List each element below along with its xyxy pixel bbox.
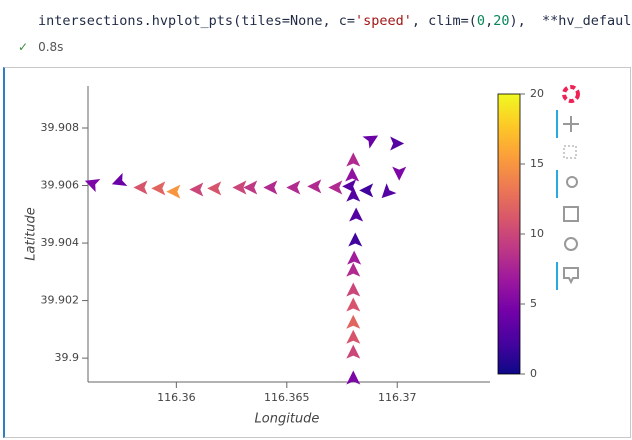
y-tick-label: 39.902 <box>41 294 80 307</box>
point <box>348 232 363 247</box>
point <box>111 172 128 187</box>
point <box>133 180 148 195</box>
code: intersections.hvplot_pts(tiles=None, c= <box>38 13 355 29</box>
output <box>3 67 631 438</box>
point <box>84 178 101 193</box>
colorbar <box>497 93 521 375</box>
colorbar-tick-label: 0 <box>530 367 537 380</box>
code: ), **hv_defaults) <box>509 13 632 29</box>
point <box>359 183 374 198</box>
point <box>189 182 204 197</box>
point <box>286 180 301 195</box>
plot-area <box>88 86 490 382</box>
colorbar-tick-label: 15 <box>530 157 544 170</box>
point <box>362 135 379 149</box>
code: 0 <box>476 13 486 29</box>
point <box>347 250 362 265</box>
point <box>243 180 258 195</box>
y-axis-title: Latitude <box>24 207 39 261</box>
point <box>166 184 181 199</box>
point <box>390 136 405 151</box>
wheel-zoom-tool[interactable] <box>566 176 578 188</box>
check: ✓ <box>18 40 29 54</box>
point <box>307 179 322 194</box>
point <box>392 166 407 181</box>
y-tick-label: 39.904 <box>41 236 80 249</box>
x-tick-label: 116.37 <box>378 391 417 404</box>
code: , <box>485 13 494 29</box>
active-bar <box>556 262 558 290</box>
code: 'speed' <box>354 13 412 29</box>
pan-tool[interactable] <box>563 116 579 132</box>
exec-time: 0.8s <box>38 40 64 54</box>
colorbar-tick-label: 20 <box>530 87 544 100</box>
point <box>346 314 361 329</box>
point <box>346 152 361 167</box>
point <box>263 180 278 195</box>
y-tick-label: 39.9 <box>55 351 80 364</box>
save-tool[interactable] <box>563 206 579 222</box>
point <box>346 297 361 312</box>
colorbar-tick-label: 10 <box>530 227 544 240</box>
x-axis-title: Longitude <box>255 412 320 427</box>
point <box>328 180 343 195</box>
toolbar <box>556 85 580 290</box>
point <box>346 344 361 359</box>
point <box>346 282 361 297</box>
logo[interactable] <box>562 85 580 103</box>
point <box>346 262 361 277</box>
y-tick-label: 39.906 <box>41 179 80 192</box>
point <box>151 181 166 196</box>
box-zoom-tool[interactable] <box>563 145 577 159</box>
code: 20 <box>493 13 510 29</box>
hover-tool[interactable] <box>563 267 579 285</box>
point <box>232 180 247 195</box>
colorbar-tick-label: 5 <box>530 297 537 310</box>
code-line: intersections.hvplot_pts(tiles=None, c='… <box>38 13 632 29</box>
y-tick-label: 39.908 <box>41 121 80 134</box>
point <box>207 181 222 196</box>
reset-tool[interactable] <box>564 237 578 251</box>
active-bar <box>556 110 558 138</box>
exec-status: ✓ 0.8s <box>18 40 63 54</box>
point <box>346 187 361 202</box>
point <box>349 207 364 222</box>
point <box>345 167 360 182</box>
x-tick-label: 116.365 <box>264 391 310 404</box>
point <box>346 370 361 385</box>
code: , clim=( <box>411 13 477 29</box>
x-tick-label: 116.36 <box>157 391 196 404</box>
active-bar <box>556 170 558 198</box>
point <box>346 329 361 344</box>
